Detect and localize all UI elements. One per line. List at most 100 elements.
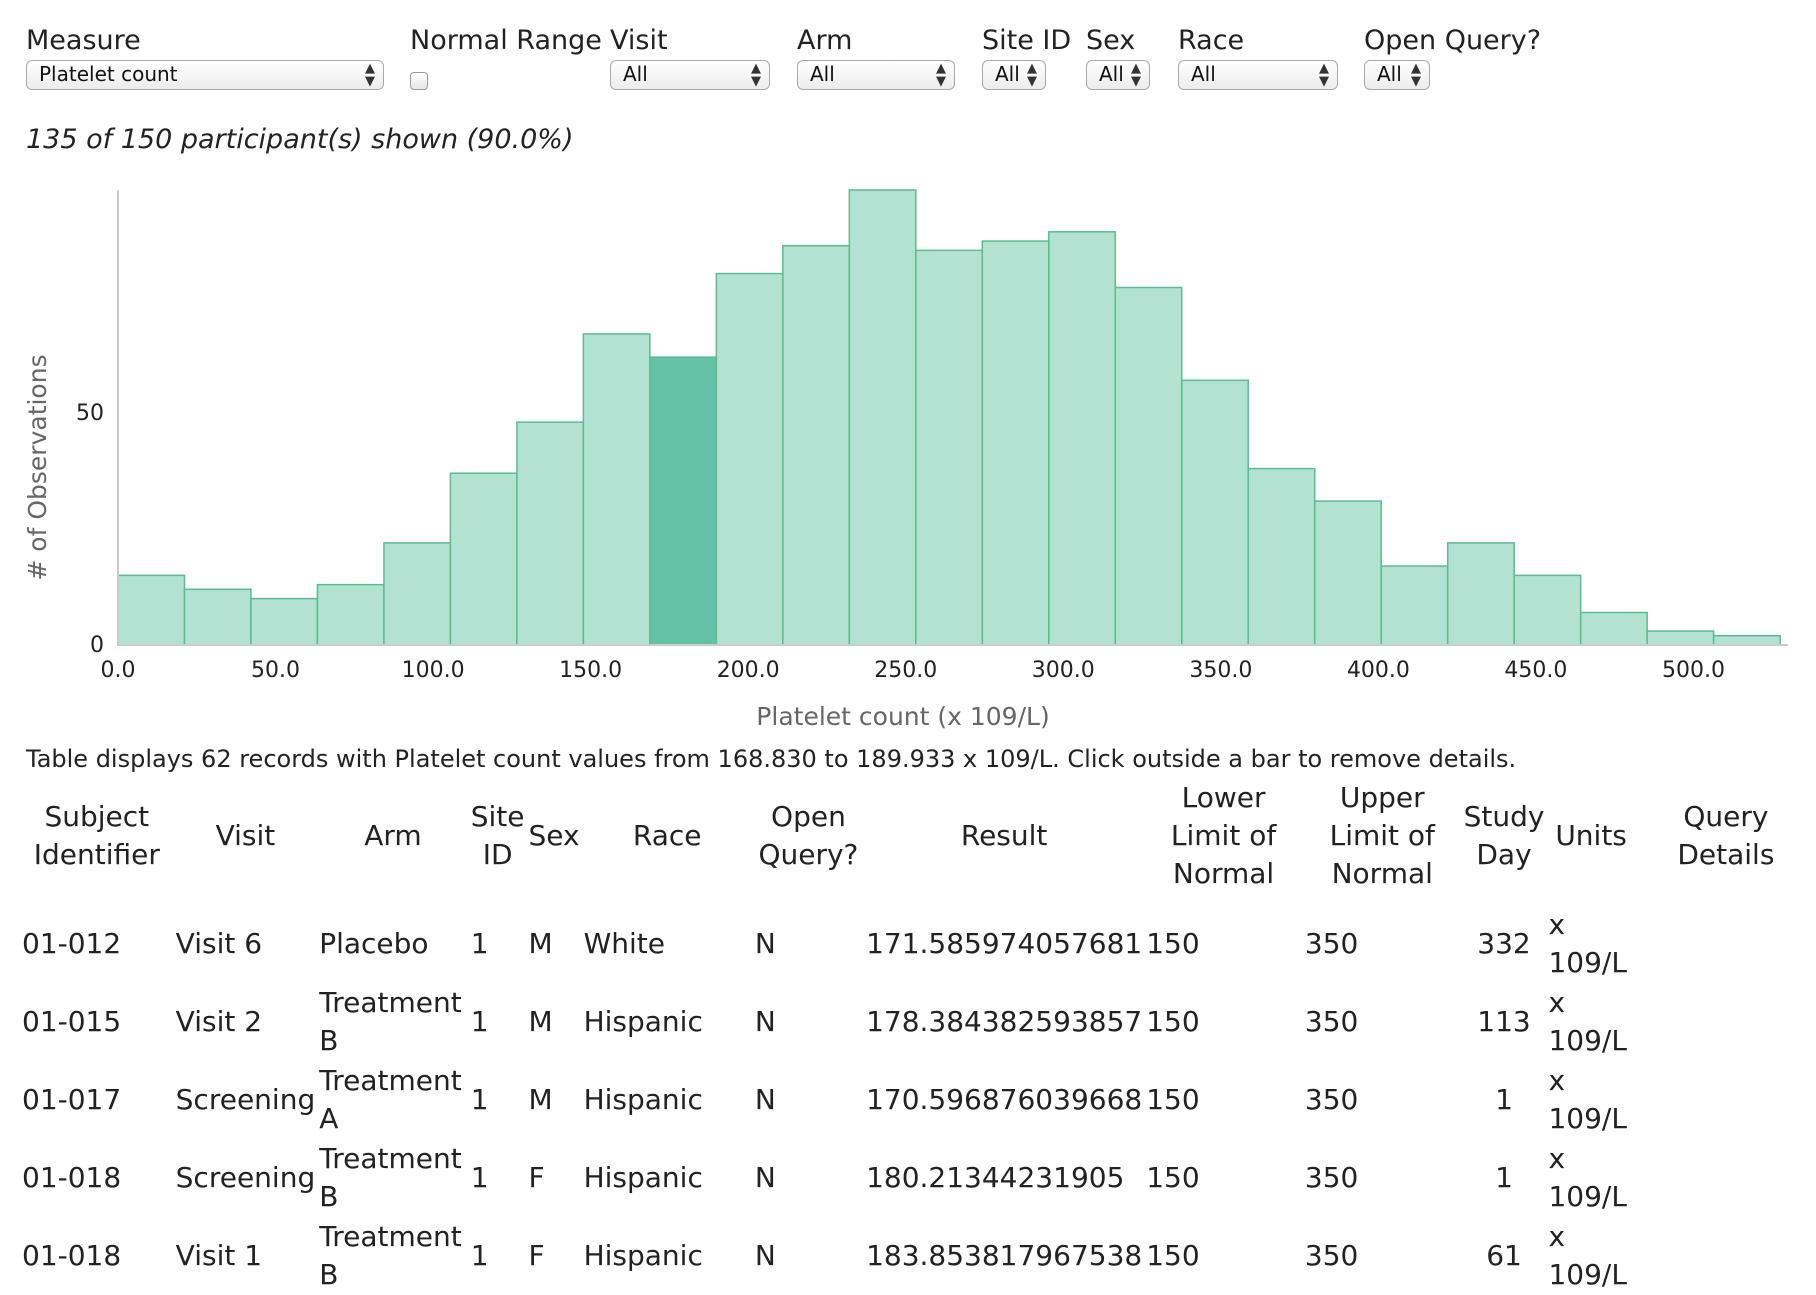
cell-result: 171.585974057681: [866, 927, 1143, 960]
cell-arm: Treatment B: [319, 986, 462, 1057]
cell-sex: F: [528, 1239, 545, 1272]
col-study-day-header[interactable]: Study Day: [1463, 800, 1545, 871]
histogram-bar[interactable]: [1579, 611, 1648, 646]
histogram-bar[interactable]: [1446, 542, 1515, 646]
cell-subject: 01-018: [22, 1161, 122, 1194]
cell-result: 170.596876039668: [866, 1083, 1143, 1116]
details-message: Table displays 62 records with Platelet …: [26, 745, 1517, 773]
cell-visit: Visit 6: [175, 927, 263, 960]
histogram-bar[interactable]: [1380, 565, 1449, 646]
col-query-details-header[interactable]: Query Details: [1677, 800, 1775, 871]
cell-open-query: N: [754, 1161, 776, 1194]
y-tick-label: 50: [76, 401, 104, 426]
cell-study-day: 1: [1495, 1161, 1513, 1194]
cell-result: 178.384382593857: [866, 1005, 1143, 1038]
histogram-bar[interactable]: [1247, 467, 1316, 646]
histogram-bar[interactable]: [250, 597, 319, 646]
col-units-header[interactable]: Units: [1555, 819, 1627, 852]
histogram-bar[interactable]: [582, 333, 651, 646]
col-site-header[interactable]: Site ID: [470, 800, 525, 871]
cell-query-details: [1636, 983, 1816, 1061]
visit-label: Visit: [610, 25, 668, 56]
measure-label: Measure: [26, 25, 141, 56]
cell-site: 1: [470, 927, 489, 960]
col-uln-header[interactable]: Upper Limit of Normal: [1329, 781, 1435, 890]
col-arm-header[interactable]: Arm: [364, 819, 422, 852]
open-query-select-value: All: [1377, 62, 1402, 86]
histogram-bar[interactable]: [1181, 379, 1249, 646]
cell-arm: Treatment A: [319, 1064, 462, 1135]
cell-open-query: N: [754, 1239, 776, 1272]
col-subject-header[interactable]: Subject Identifier: [33, 800, 160, 871]
cell-visit: Visit 2: [175, 1005, 263, 1038]
histogram-bar[interactable]: [449, 472, 518, 646]
histogram-bar[interactable]: [915, 249, 984, 646]
x-tick-label: 400.0: [1347, 658, 1410, 683]
cell-visit: Visit 1: [175, 1239, 263, 1272]
arm-select[interactable]: All ▲ ▼: [797, 60, 955, 90]
cell-uln: 350: [1304, 927, 1359, 960]
histogram-bar[interactable]: [1513, 574, 1582, 646]
measure-select[interactable]: Platelet count ▲ ▼: [26, 60, 384, 90]
col-lln-header[interactable]: Lower Limit of Normal: [1170, 781, 1277, 890]
cell-visit: Screening: [175, 1083, 316, 1116]
cell-units: x 109/L: [1548, 986, 1627, 1057]
cell-site: 1: [470, 1161, 489, 1194]
arm-select-value: All: [810, 62, 835, 86]
cell-units: x 109/L: [1548, 908, 1627, 979]
col-race-header[interactable]: Race: [632, 819, 702, 852]
x-tick-label: 250.0: [874, 658, 937, 683]
histogram-bar[interactable]: [1712, 634, 1781, 646]
histogram-bar[interactable]: [715, 272, 784, 646]
histogram-bar[interactable]: [117, 574, 186, 646]
cell-sex: M: [528, 927, 553, 960]
cell-lln: 150: [1146, 927, 1200, 960]
cell-visit: Screening: [175, 1161, 316, 1194]
histogram-bar[interactable]: [981, 240, 1050, 646]
histogram-bar[interactable]: [183, 588, 252, 646]
cell-sex: M: [528, 1083, 553, 1116]
x-axis-label: Platelet count (x 109/L): [756, 702, 1049, 731]
table-row: 01-018 Visit 1 Treatment B 1 F Hispanic …: [20, 1217, 1816, 1295]
cell-study-day: 332: [1477, 927, 1531, 960]
cell-lln: 150: [1146, 1239, 1200, 1272]
cell-result: 183.853817967538: [866, 1239, 1143, 1272]
cell-arm: Treatment B: [319, 1220, 462, 1291]
sex-control: Sex: [1086, 24, 1135, 58]
open-query-select[interactable]: All ▲ ▼: [1364, 60, 1430, 90]
normal-range-checkbox[interactable]: [410, 72, 428, 90]
site-id-select[interactable]: All ▲ ▼: [982, 60, 1046, 90]
cell-uln: 350: [1304, 1083, 1359, 1116]
x-tick-label: 150.0: [559, 658, 622, 683]
histogram-bar[interactable]: [383, 542, 452, 646]
histogram-bar[interactable]: [1114, 286, 1183, 646]
select-arrows-icon: ▲ ▼: [1319, 61, 1329, 89]
cell-open-query: N: [754, 1083, 776, 1116]
cell-subject: 01-017: [22, 1083, 122, 1116]
visit-select[interactable]: All ▲ ▼: [610, 60, 770, 90]
cell-lln: 150: [1146, 1083, 1200, 1116]
sex-select[interactable]: All ▲ ▼: [1086, 60, 1150, 90]
histogram-bar[interactable]: [316, 583, 385, 646]
cell-study-day: 113: [1477, 1005, 1531, 1038]
col-open-query-header[interactable]: Open Query?: [758, 800, 859, 871]
histogram-bar[interactable]: [782, 244, 851, 646]
cell-sex: F: [528, 1161, 545, 1194]
col-result-header[interactable]: Result: [960, 819, 1048, 852]
histogram-bar[interactable]: [848, 189, 917, 646]
col-visit-header[interactable]: Visit: [215, 819, 276, 852]
histogram-bar-selected[interactable]: [649, 356, 718, 646]
x-tick-label: 450.0: [1504, 658, 1567, 683]
records-table: Subject Identifier Visit Arm Site ID Sex…: [20, 775, 1816, 1295]
histogram-bar[interactable]: [1048, 231, 1117, 646]
cell-uln: 350: [1304, 1239, 1359, 1272]
race-select[interactable]: All ▲ ▼: [1178, 60, 1338, 90]
histogram-bar[interactable]: [516, 421, 585, 646]
col-sex-header[interactable]: Sex: [528, 819, 580, 852]
site-id-select-value: All: [995, 62, 1020, 86]
select-arrows-icon: ▲ ▼: [751, 61, 761, 89]
histogram-bar[interactable]: [1646, 630, 1715, 646]
histogram-bar[interactable]: [1313, 500, 1382, 646]
cell-race: Hispanic: [583, 1005, 703, 1038]
open-query-label: Open Query?: [1364, 25, 1542, 56]
